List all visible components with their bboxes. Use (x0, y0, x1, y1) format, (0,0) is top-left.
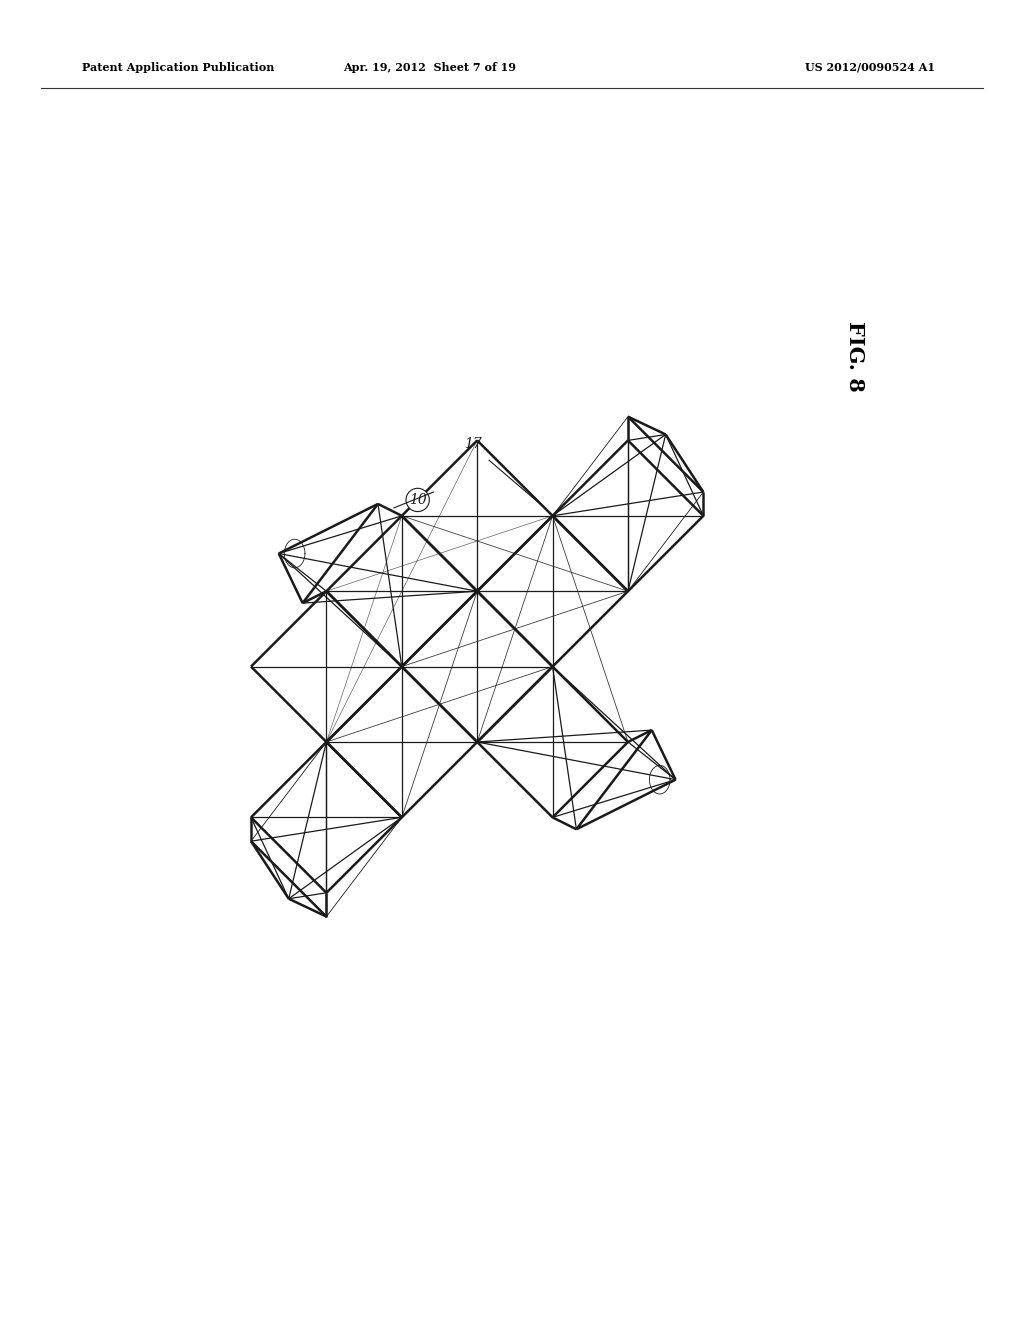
Text: US 2012/0090524 A1: US 2012/0090524 A1 (806, 62, 935, 73)
Text: Patent Application Publication: Patent Application Publication (82, 62, 274, 73)
Text: Apr. 19, 2012  Sheet 7 of 19: Apr. 19, 2012 Sheet 7 of 19 (344, 62, 516, 73)
Text: FIG. 8: FIG. 8 (845, 321, 865, 392)
Text: 10: 10 (409, 492, 427, 507)
Text: 17: 17 (464, 437, 482, 451)
